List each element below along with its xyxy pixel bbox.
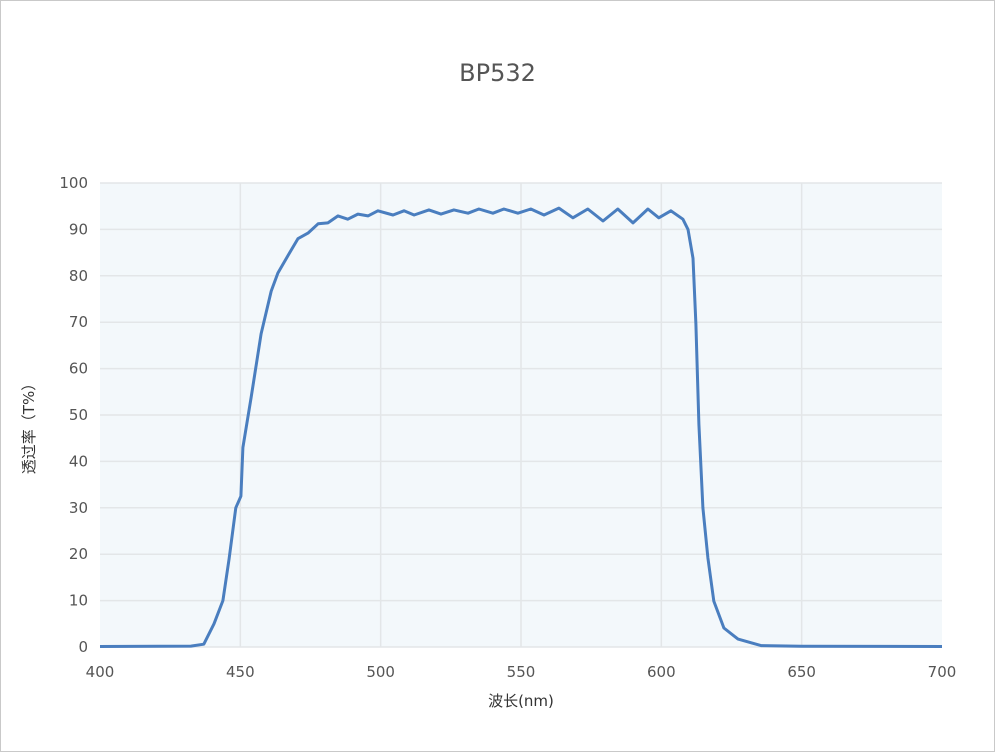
grid [100, 182, 942, 648]
y-tick-label: 100 [59, 174, 88, 192]
series-line [99, 206, 943, 648]
x-tick-label: 400 [86, 663, 115, 681]
y-tick-label: 40 [69, 452, 88, 470]
y-tick-label: 0 [78, 638, 88, 656]
tick-labels: 0 10 20 30 40 50 60 70 80 90 100 400 450 500 550 600 650… [59, 174, 956, 681]
y-tick-label: 60 [69, 360, 88, 378]
y-tick-label: 90 [69, 220, 88, 238]
y-tick-label: 20 [69, 545, 88, 563]
y-tick-label: 50 [69, 406, 88, 424]
y-tick-label: 70 [69, 313, 88, 331]
x-tick-label: 450 [226, 663, 255, 681]
x-tick-label: 700 [928, 663, 957, 681]
x-tick-label: 650 [787, 663, 816, 681]
x-axis-label: 波长(nm) [488, 692, 554, 710]
x-tick-label: 600 [647, 663, 676, 681]
y-tick-label: 30 [69, 499, 88, 517]
x-tick-label: 500 [366, 663, 395, 681]
y-axis-label: 透过率（T%） [20, 376, 38, 474]
chart-title: BP532 [459, 59, 536, 87]
y-tick-label: 80 [69, 267, 88, 285]
y-tick-label: 10 [69, 592, 88, 610]
x-tick-label: 550 [507, 663, 536, 681]
